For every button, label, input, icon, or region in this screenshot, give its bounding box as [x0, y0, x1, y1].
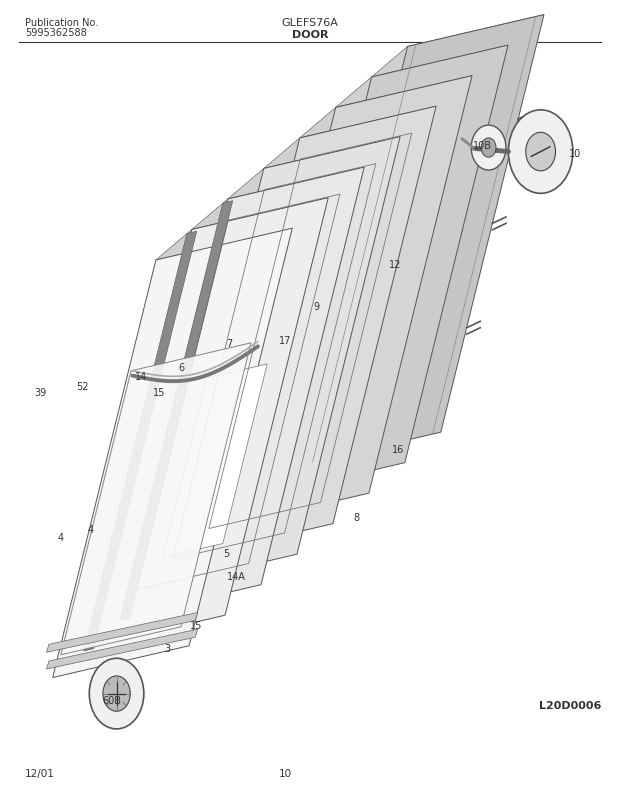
- Text: 10: 10: [569, 149, 582, 159]
- Polygon shape: [163, 364, 267, 558]
- Polygon shape: [46, 630, 198, 669]
- Polygon shape: [161, 137, 400, 586]
- Polygon shape: [61, 343, 251, 655]
- Circle shape: [481, 139, 496, 158]
- Text: eReplacementParts.com: eReplacementParts.com: [197, 452, 324, 462]
- Text: 52: 52: [76, 382, 89, 391]
- Polygon shape: [53, 229, 292, 678]
- Text: 7: 7: [226, 338, 232, 348]
- Circle shape: [471, 126, 506, 171]
- Text: 6: 6: [179, 363, 185, 372]
- Text: 15: 15: [153, 388, 165, 398]
- Text: 5995362588: 5995362588: [25, 28, 87, 38]
- Text: DOOR: DOOR: [292, 30, 328, 39]
- Text: 14: 14: [135, 372, 148, 382]
- Text: GLEFS76A: GLEFS76A: [281, 18, 339, 27]
- Text: 15: 15: [190, 621, 203, 630]
- Polygon shape: [299, 76, 472, 139]
- Polygon shape: [228, 137, 400, 200]
- Circle shape: [103, 676, 130, 711]
- Text: 17: 17: [279, 336, 291, 346]
- Polygon shape: [46, 613, 198, 653]
- Polygon shape: [264, 107, 436, 169]
- Text: 10: 10: [278, 768, 292, 778]
- Polygon shape: [197, 107, 436, 556]
- Polygon shape: [335, 46, 508, 108]
- Text: 8: 8: [353, 512, 360, 522]
- Polygon shape: [304, 15, 544, 464]
- Text: 9: 9: [313, 302, 319, 311]
- Polygon shape: [156, 198, 328, 261]
- Polygon shape: [268, 46, 508, 495]
- Circle shape: [526, 133, 556, 172]
- Text: 3: 3: [164, 643, 171, 653]
- Text: 60B: 60B: [102, 695, 121, 705]
- Text: 12/01: 12/01: [25, 768, 55, 778]
- Polygon shape: [192, 168, 364, 230]
- Text: 14A: 14A: [228, 571, 246, 581]
- Polygon shape: [84, 232, 197, 651]
- Polygon shape: [371, 15, 544, 78]
- Text: 5: 5: [223, 549, 229, 558]
- Circle shape: [89, 658, 144, 729]
- Polygon shape: [232, 76, 472, 525]
- Polygon shape: [120, 201, 232, 621]
- Text: Publication No.: Publication No.: [25, 18, 98, 27]
- Text: L20D0006: L20D0006: [539, 700, 601, 710]
- Text: 39: 39: [34, 388, 46, 398]
- Circle shape: [508, 111, 573, 194]
- Polygon shape: [89, 198, 328, 647]
- Text: 12: 12: [389, 260, 402, 269]
- Text: 10B: 10B: [473, 141, 492, 151]
- Text: 4: 4: [58, 533, 64, 542]
- Text: 16: 16: [392, 444, 404, 454]
- Text: 4: 4: [87, 525, 94, 534]
- Polygon shape: [125, 168, 364, 617]
